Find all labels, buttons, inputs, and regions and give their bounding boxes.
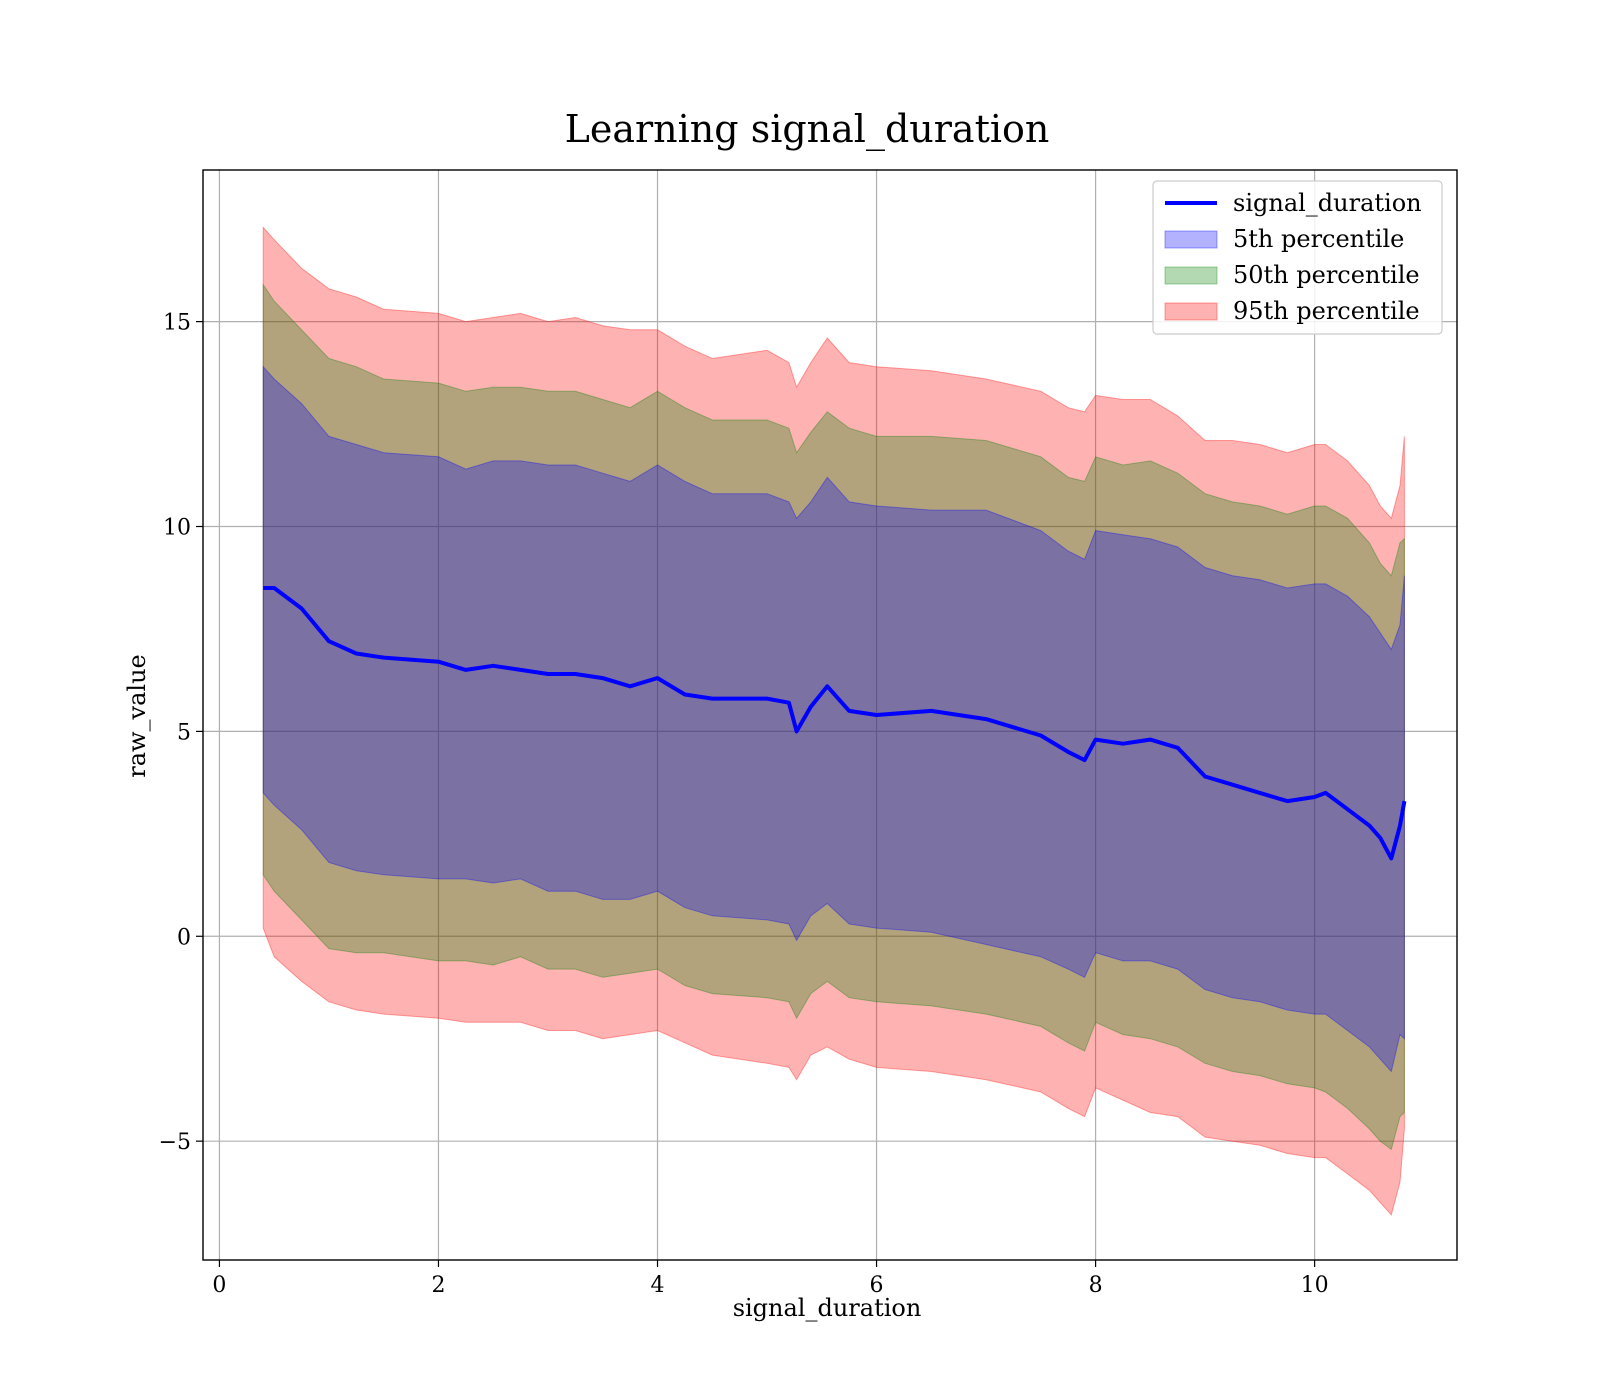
- y-tick-label: 5: [177, 720, 191, 745]
- plot-frame: [202, 169, 1458, 1261]
- y-tick-label: −5: [159, 1130, 191, 1155]
- legend-label: 95th percentile: [1233, 297, 1420, 325]
- x-tick-label: 2: [431, 1273, 445, 1298]
- y-tick-label: 15: [163, 311, 191, 336]
- y-axis-label: raw_value: [123, 654, 151, 778]
- band-5th-percentile: [262, 365, 1405, 1073]
- y-axis: −5 0 5 10 15: [159, 311, 203, 1155]
- legend-swatch-patch: [1164, 302, 1218, 321]
- x-tick-label: 10: [1301, 1273, 1329, 1298]
- y-tick-label: 10: [163, 516, 191, 541]
- x-tick-label: 4: [651, 1273, 665, 1298]
- legend-label: 50th percentile: [1233, 261, 1420, 289]
- chart-title: Learning signal_duration: [565, 107, 1050, 152]
- x-axis-label: signal_duration: [733, 1294, 922, 1322]
- plot-area: [202, 169, 1458, 1261]
- x-tick-label: 6: [870, 1273, 884, 1298]
- legend-label: signal_duration: [1233, 189, 1422, 217]
- legend-label: 5th percentile: [1233, 225, 1404, 253]
- y-tick-label: 0: [177, 925, 191, 950]
- legend: signal_duration 5th percentile 50th percen…: [1152, 180, 1443, 335]
- legend-box: [1152, 180, 1443, 335]
- x-axis: 0 2 4 6 8 10: [212, 1260, 1329, 1298]
- series-line-signal-duration: [263, 586, 1407, 861]
- legend-swatch-patch: [1164, 230, 1218, 249]
- band-95th-percentile: [262, 226, 1405, 1216]
- legend-swatch-patch: [1164, 266, 1218, 285]
- x-tick-label: 0: [212, 1273, 226, 1298]
- x-tick-label: 8: [1089, 1273, 1103, 1298]
- band-50th-percentile: [262, 283, 1405, 1151]
